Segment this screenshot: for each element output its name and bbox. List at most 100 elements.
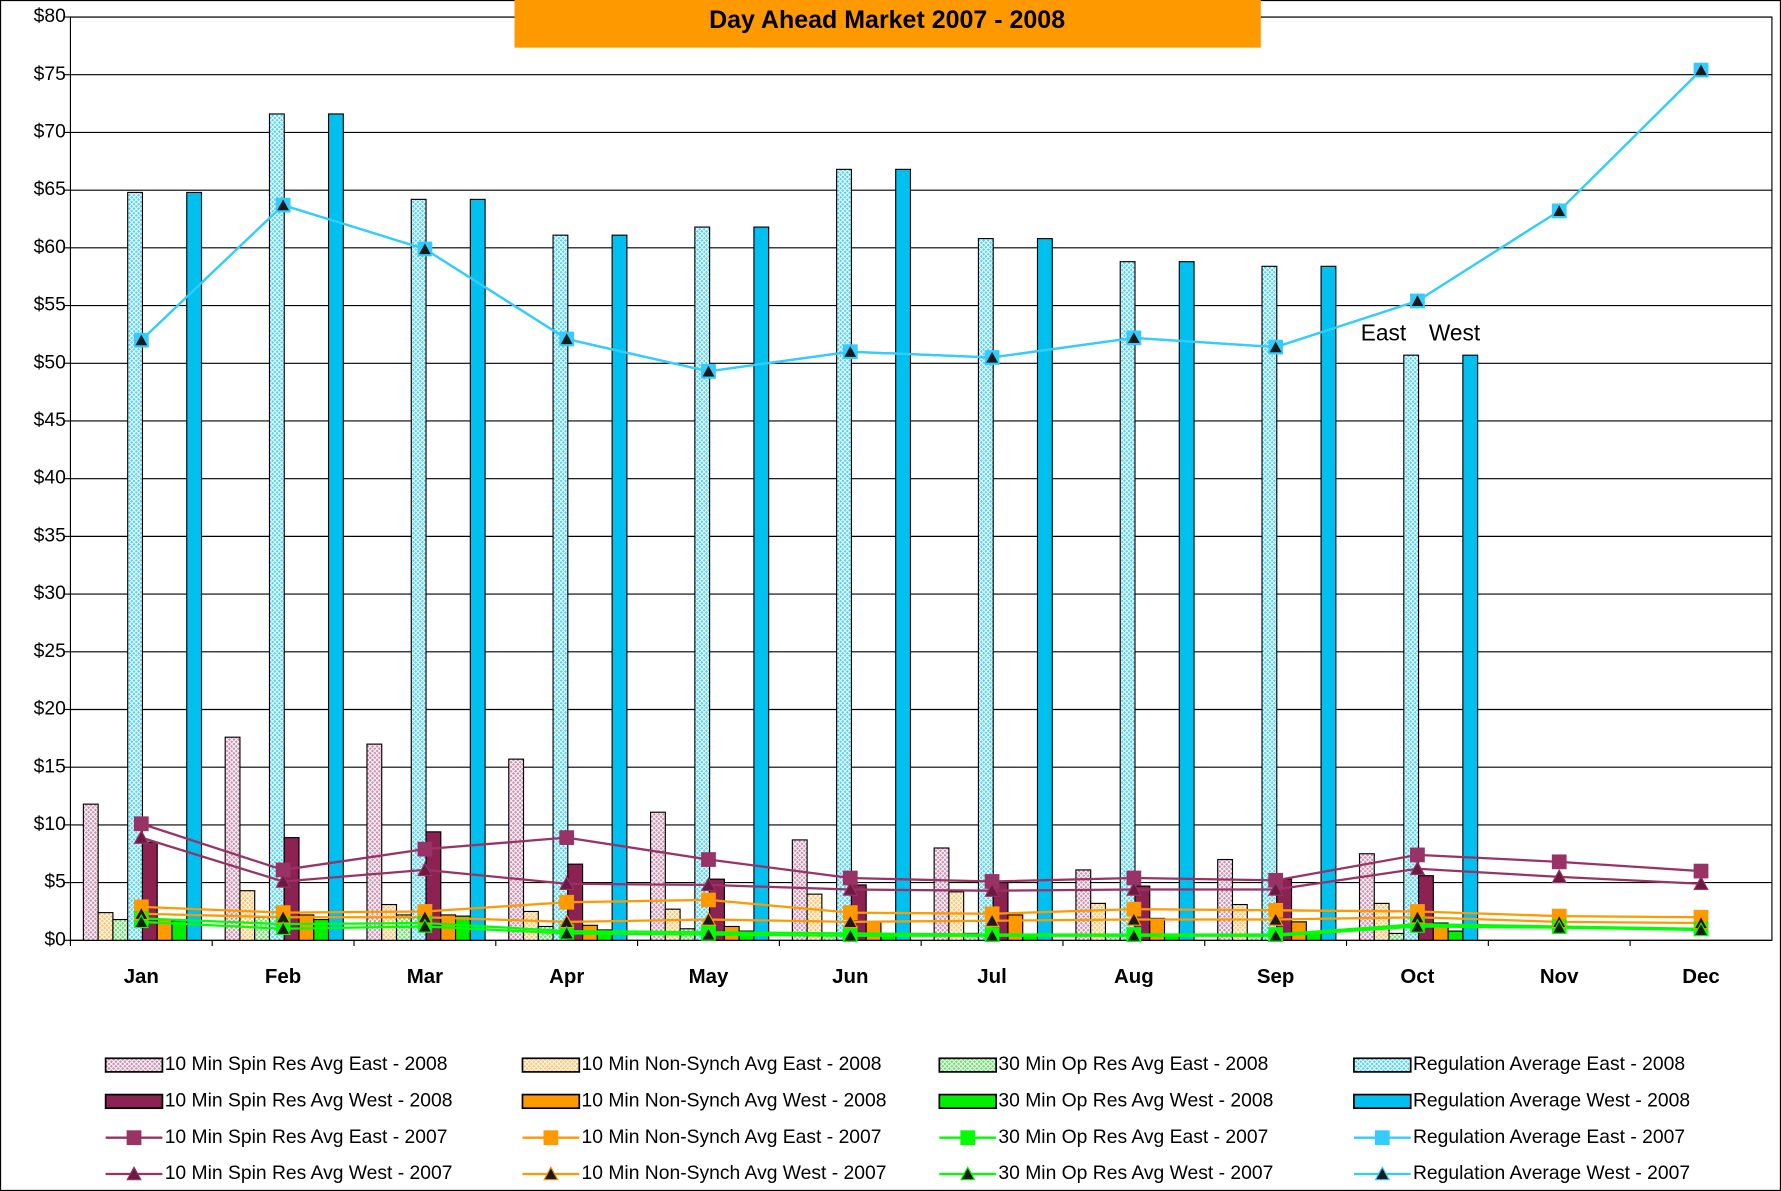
bar bbox=[806, 893, 823, 941]
legend-swatch bbox=[521, 1057, 581, 1073]
line bbox=[140, 836, 1702, 892]
legend-label: 30 Min Op Res Avg East - 2008 bbox=[998, 1054, 1268, 1075]
line-marker bbox=[1409, 292, 1426, 308]
legend-label: Regulation Average West - 2008 bbox=[1413, 1090, 1690, 1111]
line-marker bbox=[559, 894, 575, 910]
legend-item: 10 Min Spin Res Avg East - 2007 bbox=[105, 1127, 448, 1148]
bar bbox=[508, 758, 525, 941]
legend-swatch bbox=[1353, 1093, 1412, 1110]
line-marker bbox=[984, 349, 1000, 364]
line-marker bbox=[275, 920, 291, 936]
line-marker bbox=[842, 927, 859, 942]
legend-marker bbox=[126, 1130, 142, 1146]
line bbox=[140, 822, 1702, 883]
legend-label: 10 Min Spin Res Avg East - 2007 bbox=[165, 1127, 448, 1148]
bar bbox=[366, 743, 383, 941]
y-tick-label: $75 bbox=[34, 64, 66, 85]
bar bbox=[836, 168, 852, 941]
line bbox=[140, 69, 1702, 373]
bar bbox=[1261, 265, 1278, 941]
legend-swatch bbox=[938, 1057, 997, 1073]
bar bbox=[694, 226, 711, 941]
bar bbox=[224, 736, 241, 941]
y-tick-label: $15 bbox=[34, 756, 66, 777]
legend-item: Regulation Average West - 2008 bbox=[1353, 1090, 1690, 1111]
bar bbox=[933, 847, 950, 941]
legend-item: Regulation Average East - 2008 bbox=[1353, 1054, 1685, 1075]
legend-swatch bbox=[938, 1093, 997, 1110]
line bbox=[141, 917, 1702, 936]
line-marker bbox=[1409, 860, 1426, 876]
line-marker bbox=[842, 881, 859, 896]
bar bbox=[895, 168, 912, 941]
bar bbox=[410, 198, 427, 941]
legend-item: 10 Min Non-Synch Avg East - 2008 bbox=[521, 1054, 882, 1075]
x-tick-label: May bbox=[689, 966, 729, 988]
legend-label: 10 Min Spin Res Avg East - 2008 bbox=[165, 1054, 448, 1075]
annotation: East bbox=[1361, 320, 1407, 346]
bar bbox=[82, 803, 99, 941]
legend-label: 30 Min Op Res Avg West - 2008 bbox=[998, 1090, 1273, 1111]
line-marker bbox=[1551, 868, 1567, 884]
y-tick-label: $80 bbox=[34, 6, 66, 27]
y-tick-label: $65 bbox=[34, 179, 66, 200]
line-marker bbox=[700, 926, 717, 941]
x-tick-label: Jul bbox=[977, 966, 1007, 988]
legend-marker bbox=[959, 1165, 976, 1181]
line-marker bbox=[1267, 911, 1284, 926]
legend-item: Regulation Average East - 2007 bbox=[1353, 1127, 1685, 1148]
line-marker bbox=[1410, 847, 1425, 863]
line-marker bbox=[558, 925, 575, 940]
legend-item: 30 Min Op Res Avg West - 2007 bbox=[939, 1163, 1273, 1184]
x-tick-label: Mar bbox=[407, 966, 443, 988]
bar bbox=[649, 811, 666, 941]
line-marker bbox=[842, 913, 859, 929]
line-marker bbox=[1267, 339, 1284, 354]
bar bbox=[97, 912, 114, 941]
legend-swatch bbox=[104, 1093, 164, 1110]
y-tick-label: $60 bbox=[34, 237, 66, 258]
line-marker bbox=[700, 876, 717, 892]
line-marker bbox=[984, 882, 1000, 897]
line-marker bbox=[1409, 918, 1426, 933]
legend-marker bbox=[1374, 1130, 1390, 1146]
line-marker bbox=[842, 343, 859, 358]
legend-label: Regulation Average East - 2008 bbox=[1413, 1054, 1685, 1075]
line-marker bbox=[701, 852, 716, 867]
y-tick-label: $25 bbox=[34, 641, 66, 662]
legend-swatch bbox=[104, 1057, 164, 1073]
legend-item: 10 Min Spin Res Avg West - 2007 bbox=[105, 1163, 452, 1184]
line bbox=[141, 912, 1702, 925]
bar bbox=[552, 234, 569, 941]
x-tick-label: Nov bbox=[1540, 966, 1579, 988]
line-marker bbox=[1126, 329, 1142, 345]
bar bbox=[268, 113, 285, 941]
bar bbox=[327, 113, 344, 941]
line-marker bbox=[1267, 927, 1284, 942]
legend-item: Regulation Average West - 2007 bbox=[1353, 1163, 1690, 1184]
bar bbox=[1149, 917, 1166, 941]
line-marker bbox=[1693, 875, 1709, 891]
x-tick-label: Jun bbox=[832, 966, 868, 988]
line-marker bbox=[700, 911, 717, 926]
x-tick-label: Sep bbox=[1257, 966, 1294, 988]
bar bbox=[1231, 903, 1248, 941]
legend-marker bbox=[126, 1165, 142, 1181]
y-tick-label: $70 bbox=[34, 122, 66, 143]
legend-marker bbox=[1374, 1165, 1391, 1181]
legend-label: 10 Min Spin Res Avg West - 2008 bbox=[165, 1090, 453, 1111]
bar bbox=[1403, 354, 1420, 941]
line-marker bbox=[1693, 921, 1709, 937]
legend-item: 10 Min Non-Synch Avg West - 2008 bbox=[521, 1090, 887, 1111]
legend-item: 30 Min Op Res Avg East - 2007 bbox=[939, 1127, 1268, 1148]
y-tick-label: $20 bbox=[34, 699, 66, 720]
legend-label: 10 Min Non-Synch Avg West - 2008 bbox=[582, 1090, 887, 1111]
line-marker bbox=[133, 816, 149, 832]
legend-marker bbox=[543, 1165, 559, 1181]
bar bbox=[1447, 930, 1464, 941]
annotation: West bbox=[1429, 320, 1481, 346]
legend-label: 10 Min Non-Synch Avg East - 2008 bbox=[582, 1054, 882, 1075]
bar bbox=[186, 191, 203, 941]
x-tick-label: Apr bbox=[549, 966, 584, 988]
bar bbox=[127, 191, 144, 941]
